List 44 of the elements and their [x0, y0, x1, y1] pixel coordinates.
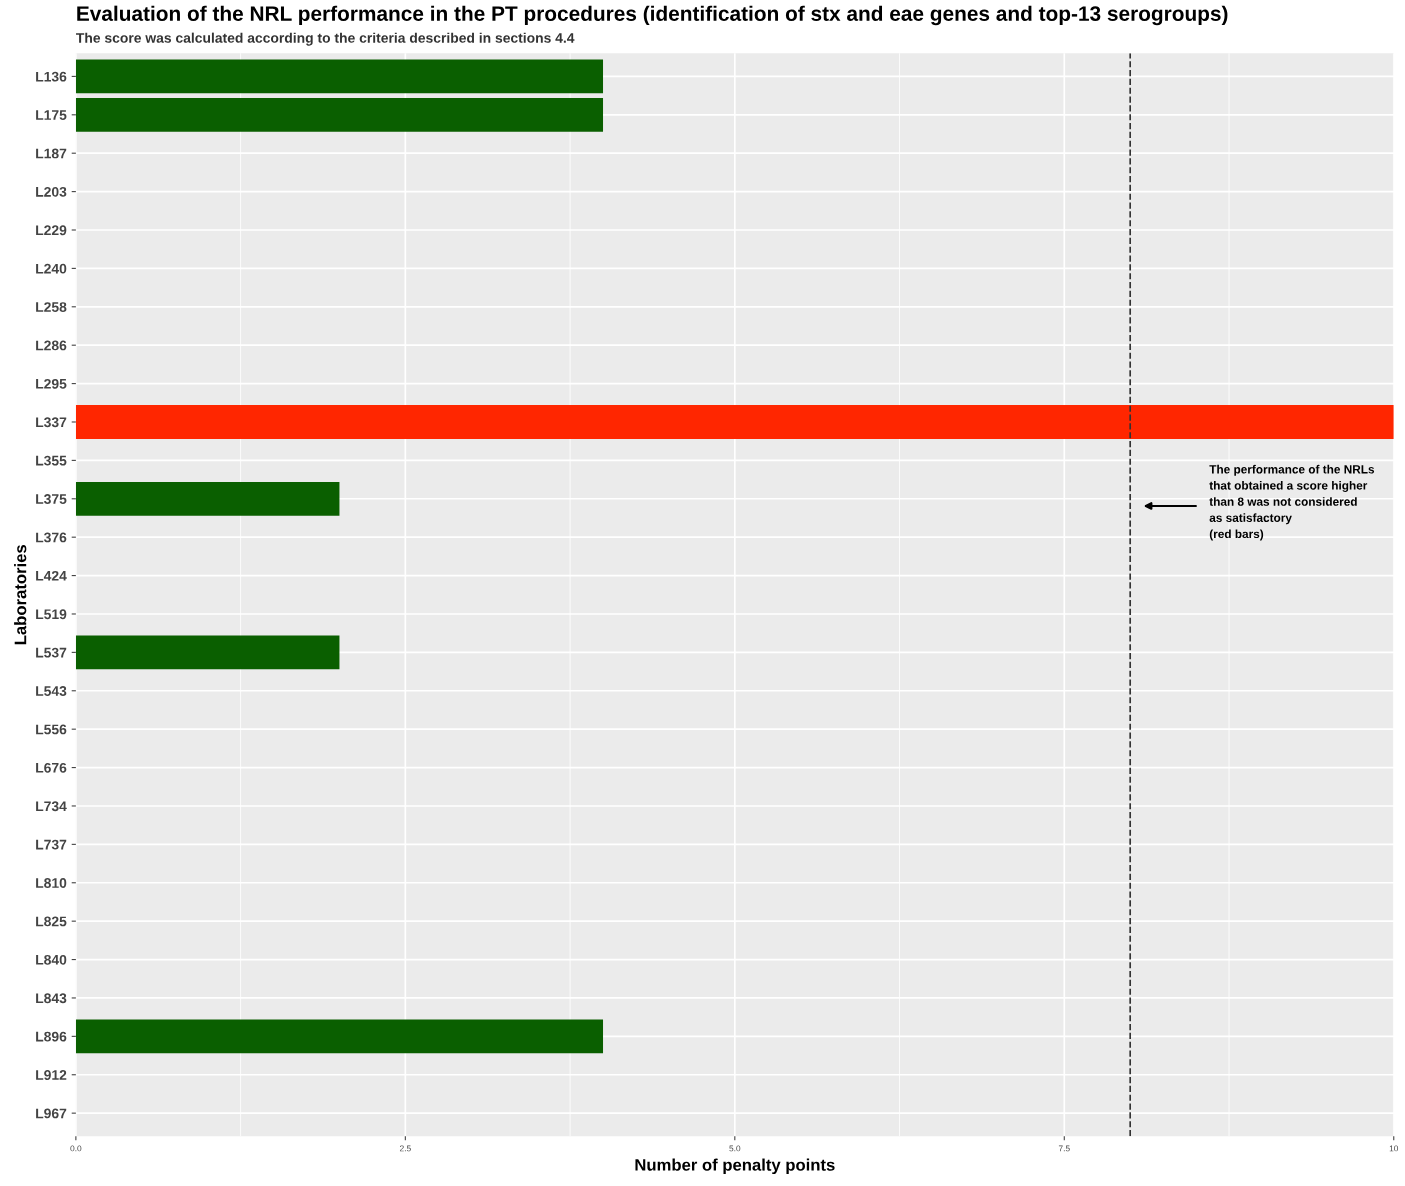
- y-tick-label: L912: [36, 1070, 67, 1080]
- y-tick-label: L825: [36, 916, 67, 927]
- x-tick-label: 2.5: [399, 1145, 411, 1152]
- y-tick-label: L810: [36, 878, 67, 888]
- y-axis-title: Laboratories: [14, 544, 27, 645]
- y-tick-label: L229: [36, 225, 67, 236]
- y-tick-label: L175: [36, 110, 67, 120]
- x-tick-label: 0.0: [70, 1145, 82, 1152]
- y-tick-label: L376: [36, 532, 67, 543]
- bar: [75, 405, 1394, 439]
- chart-subtitle: The score was calculated according to the criteria described in sections 4.4: [76, 32, 575, 46]
- y-tick-label: L967: [36, 1108, 67, 1119]
- y-tick-label: L734: [36, 801, 67, 812]
- y-tick-label: L355: [36, 455, 67, 466]
- x-tick-label: 7.5: [1058, 1145, 1070, 1152]
- x-tick-label: 5.0: [729, 1145, 741, 1152]
- y-tick-label: L537: [36, 647, 67, 658]
- bar: [75, 1019, 604, 1054]
- y-tick-label: L203: [36, 186, 67, 197]
- y-tick-label: L424: [36, 570, 67, 581]
- y-tick-label: L519: [36, 609, 67, 620]
- y-tick-label: L375: [36, 494, 67, 504]
- chart-title: Evaluation of the NRL performance in the PT procedures (identification of stx and eae genes and top-13 serogroups): [77, 5, 1228, 26]
- y-tick-label: L136: [36, 71, 67, 82]
- bar: [75, 59, 604, 94]
- y-tick-label: L556: [36, 724, 67, 735]
- y-tick-label: L286: [36, 340, 67, 351]
- y-tick-label: L337: [36, 417, 67, 428]
- x-axis-title: Number of penalty points: [635, 1158, 835, 1175]
- y-tick-label: L840: [36, 954, 67, 965]
- annotation: The performance of the NRLs that obtained a score higher than 8 was not considered as satisfactory (red bars): [1209, 464, 1375, 541]
- y-tick-label: L187: [36, 148, 67, 159]
- bar: [75, 635, 340, 670]
- y-tick-label: L676: [36, 762, 67, 773]
- bar: [75, 481, 340, 516]
- y-tick-label: L843: [36, 993, 67, 1004]
- y-tick-label: L295: [36, 378, 67, 389]
- y-tick-label: L258: [36, 302, 67, 312]
- x-tick-label: 10: [1389, 1145, 1399, 1152]
- bar: [75, 97, 604, 132]
- y-tick-label: L737: [36, 839, 67, 850]
- y-tick-label: L240: [36, 263, 67, 274]
- y-tick-label: L896: [36, 1031, 67, 1042]
- y-tick-label: L543: [36, 686, 67, 696]
